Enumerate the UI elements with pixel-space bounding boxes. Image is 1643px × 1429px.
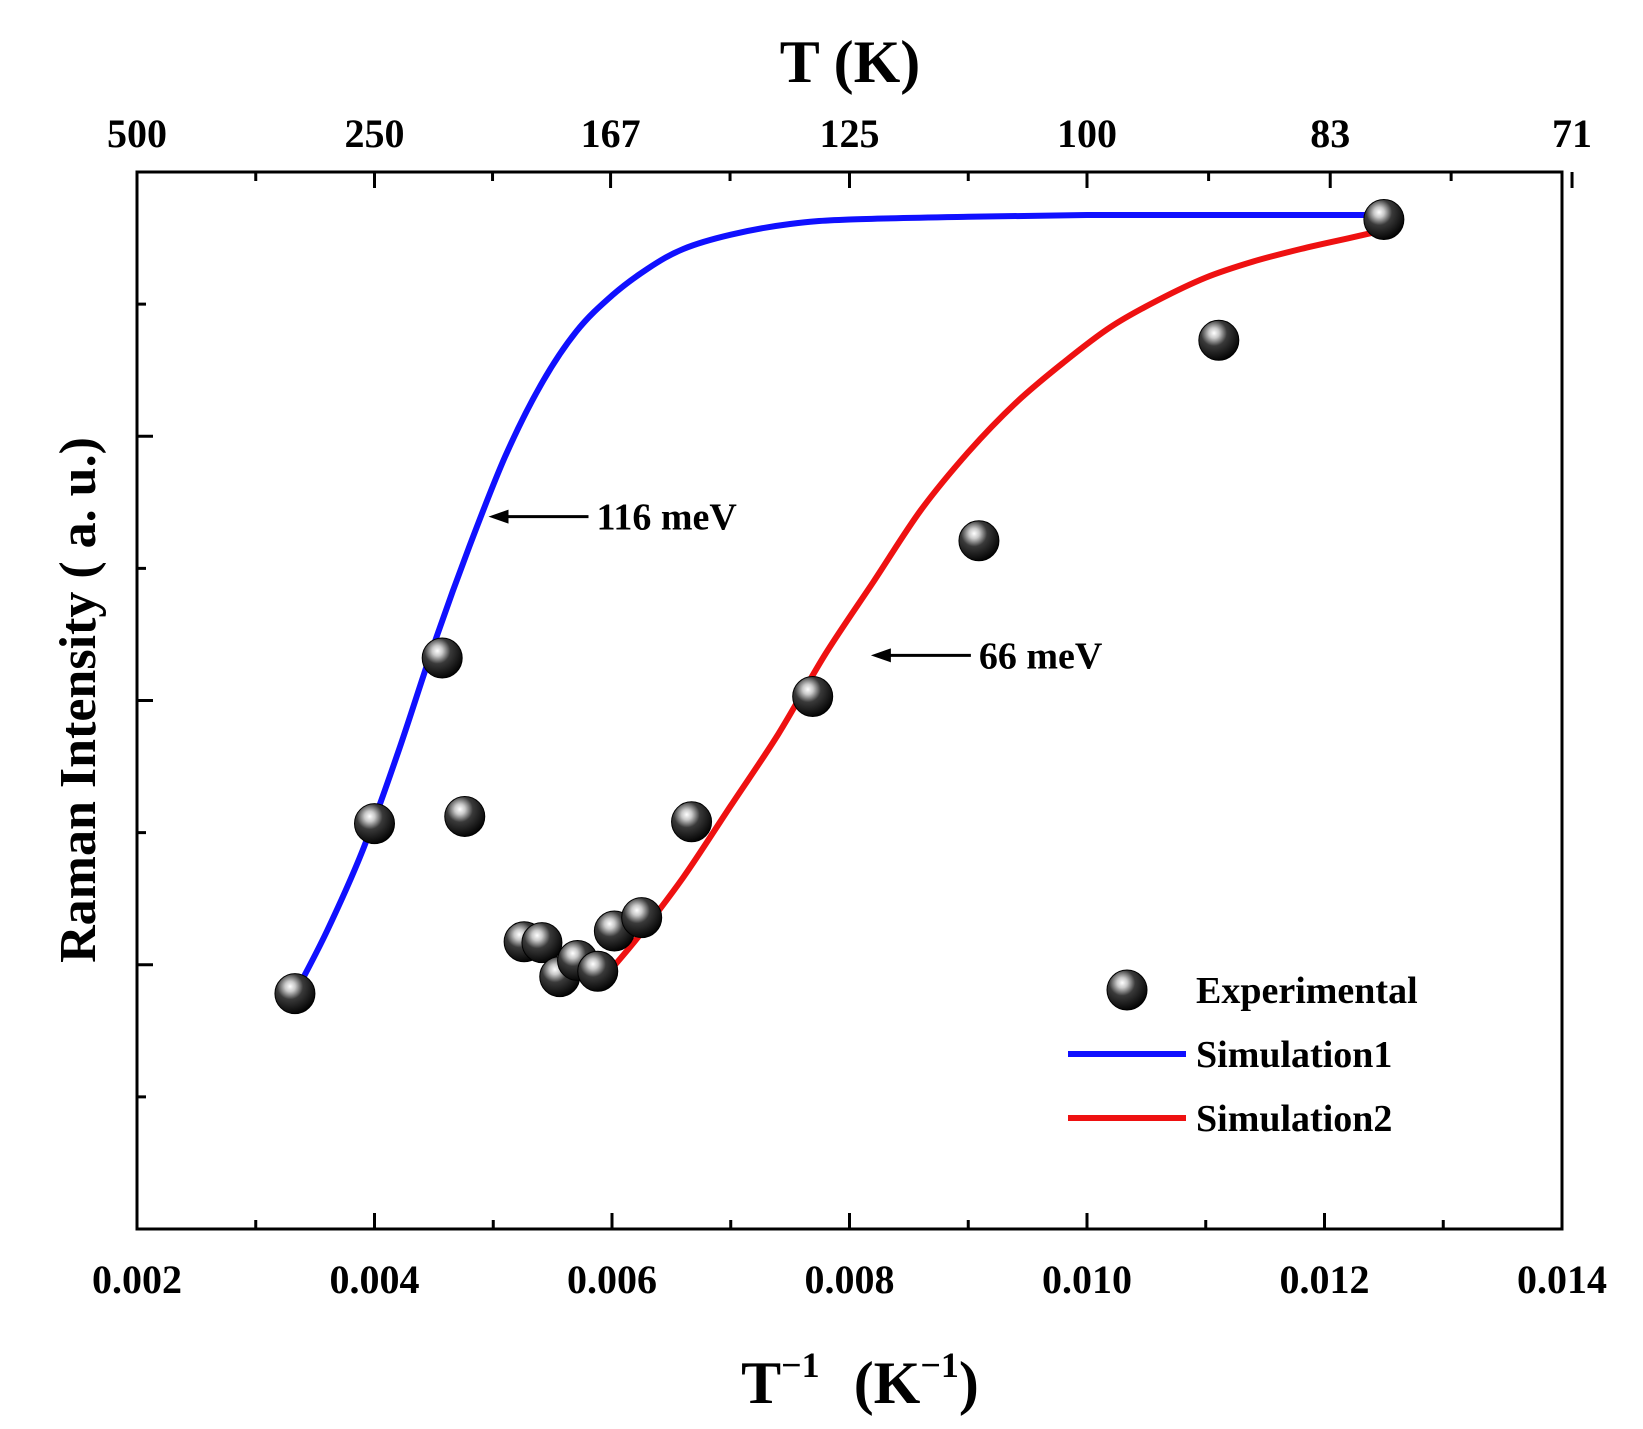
x-axis-title-sup: −1 [781, 1345, 820, 1385]
legend-label: Simulation2 [1196, 1098, 1392, 1140]
top-tick-label: 250 [345, 111, 405, 156]
x-tick-label: 0.010 [1042, 1257, 1132, 1302]
legend-label: Experimental [1196, 970, 1418, 1012]
annotation-label: 66 meV [979, 635, 1103, 677]
x-axis-title-unit-close: ) [959, 1350, 979, 1416]
data-point [521, 922, 563, 964]
x-tick-label: 0.012 [1280, 1257, 1370, 1302]
x-tick-label: 0.006 [567, 1257, 657, 1302]
x-axis-title-unit-sup: −1 [920, 1345, 959, 1385]
top-axis-title: T (K) [780, 29, 921, 95]
data-point [1363, 198, 1405, 240]
left-axis-ticks [137, 170, 153, 1231]
experimental-points [274, 198, 1405, 1015]
annotation-label: 116 meV [597, 497, 738, 539]
annotations: 116 meV 66 meV [488, 497, 1103, 677]
data-point [421, 637, 463, 679]
curve-simulation1 [291, 211, 1387, 997]
annotation-arrow-head [488, 509, 509, 524]
data-point [1198, 319, 1240, 361]
bottom-axis-ticks: 0.002 0.004 0.006 0.008 0.010 0.012 0.014 [92, 1213, 1607, 1302]
x-tick-label: 0.008 [805, 1257, 895, 1302]
data-point [671, 801, 713, 843]
simulation-curves [291, 211, 1387, 997]
data-point [958, 520, 1000, 562]
data-point [444, 795, 486, 837]
top-axis-ticks: 500 250 167 125 100 83 71 [107, 111, 1592, 188]
x-tick-label: 0.004 [330, 1257, 420, 1302]
data-point [621, 897, 663, 939]
top-tick-label: 83 [1310, 111, 1350, 156]
top-tick-label: 167 [581, 111, 641, 156]
legend-label: Simulation1 [1196, 1034, 1392, 1076]
x-axis-title: T−1 (K−1) [741, 1345, 979, 1416]
top-tick-label: 71 [1552, 111, 1592, 156]
data-point [354, 803, 395, 845]
x-axis-title-unit: (K [854, 1350, 921, 1416]
x-tick-label: 0.014 [1517, 1257, 1607, 1302]
data-point [274, 973, 316, 1015]
top-tick-label: 125 [820, 111, 880, 156]
data-point [792, 676, 834, 718]
x-tick-label: 0.002 [92, 1257, 182, 1302]
top-tick-label: 100 [1057, 111, 1117, 156]
x-axis-title-main: T [741, 1350, 781, 1416]
data-point [577, 950, 619, 992]
legend-marker-experimental [1106, 969, 1148, 1011]
annotation-arrow-head [870, 648, 891, 663]
legend: Experimental Simulation1 Simulation2 [1068, 969, 1418, 1140]
top-tick-label: 500 [107, 111, 167, 156]
y-axis-title: Raman Intensity ( a. u.) [50, 437, 107, 963]
curve-simulation2 [594, 227, 1387, 988]
